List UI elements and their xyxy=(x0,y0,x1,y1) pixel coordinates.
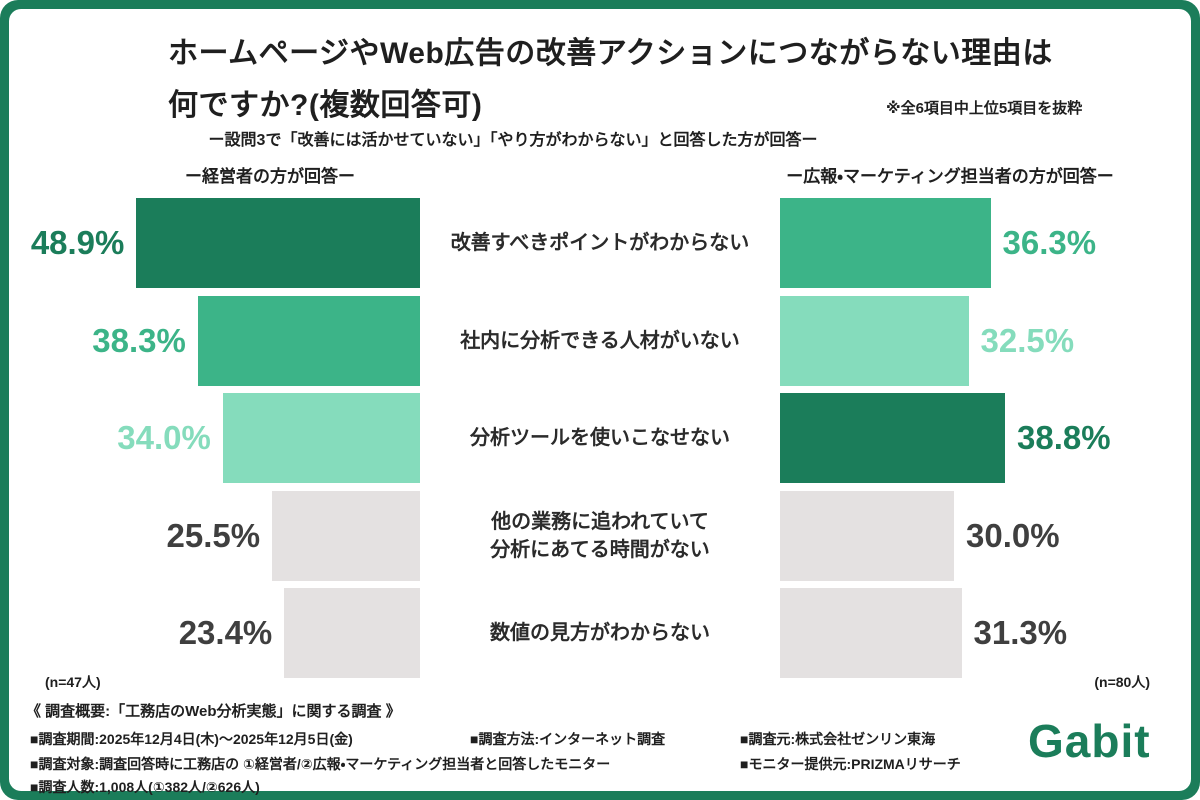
bar-owner-2 xyxy=(222,393,420,483)
category-line: 分析にあてる時間がない xyxy=(490,538,710,561)
category-line: 他の業務に追われていて xyxy=(491,510,709,533)
survey-period: ■調査期間:2025年12月4日(木)〜2025年12月5日(金) xyxy=(30,731,353,747)
pct-marketer-4: 31.3% xyxy=(973,614,1068,651)
marketer-row-3: 30.0% xyxy=(780,490,1200,581)
marketer-row-1: 32.5% xyxy=(780,295,1200,386)
bar-owner-1 xyxy=(197,295,420,386)
pct-owner-0: 48.9% xyxy=(30,224,125,261)
category-label-0: 改善すべきポイントがわからない xyxy=(420,198,780,288)
category-line: 社内に分析できる人材がいない xyxy=(460,329,740,352)
bar-marketer-3 xyxy=(780,490,954,581)
category-label-2: 分析ツールを使いこなせない xyxy=(420,393,780,483)
survey-respondent-count: ■調査人数:1,008人(①382人/②626人) xyxy=(30,779,260,795)
bar-marketer-0 xyxy=(780,198,991,288)
bar-marketer-4 xyxy=(780,588,962,678)
bar-owner-3 xyxy=(272,490,420,581)
owner-row-3: 25.5% xyxy=(0,490,420,581)
survey-method: ■調査方法:インターネット調査 xyxy=(470,731,666,747)
owner-row-0: 48.9% xyxy=(0,198,420,288)
owner-row-4: 23.4% xyxy=(0,588,420,678)
owner-row-2: 34.0% xyxy=(0,393,420,483)
sample-size-owner: (n=47人) xyxy=(45,674,101,690)
marketer-row-2: 38.8% xyxy=(780,393,1200,483)
pct-marketer-1: 32.5% xyxy=(980,321,1075,359)
pct-owner-4: 23.4% xyxy=(178,614,273,651)
bar-marketer-1 xyxy=(780,295,969,386)
marketer-row-0: 36.3% xyxy=(780,198,1200,288)
survey-source: ■調査元:株式会社ゼンリン東海 xyxy=(740,731,936,747)
survey-target: ■調査対象:調査回答時に工務店の ①経営者/②広報・マーケティング担当者と回答し… xyxy=(30,756,611,772)
gabit-logo: Gabit xyxy=(1028,715,1151,767)
title-note: ※全6項目中上位5項目を抜粋 xyxy=(886,100,1083,117)
title-line-1: ホームページやWeb広告の改善アクションにつながらない理由は xyxy=(168,37,1053,70)
group-header-owner: ー経営者の方が回答ー xyxy=(185,167,355,186)
category-line: 改善すべきポイントがわからない xyxy=(450,232,750,254)
pct-marketer-0: 36.3% xyxy=(1002,224,1097,261)
page-title: ホームページやWeb広告の改善アクションにつながらない理由は 何ですか?(複数回… xyxy=(168,28,1068,132)
category-label-4: 数値の見方がわからない xyxy=(420,588,780,678)
pct-marketer-2: 38.8% xyxy=(1017,419,1111,456)
pct-owner-1: 38.3% xyxy=(92,321,186,359)
category-line: 分析ツールを使いこなせない xyxy=(470,427,730,449)
bar-owner-0 xyxy=(136,198,420,288)
survey-monitor-provider: ■モニター提供元:PRIZMAリサーチ xyxy=(740,756,961,772)
title-line-2: 何ですか?(複数回答可) xyxy=(168,89,483,122)
bar-owner-4 xyxy=(284,588,420,678)
category-label-1: 社内に分析できる人材がいない xyxy=(420,296,780,386)
chart-subtitle: ー設問3で「改善には活かせていない」「やり方がわからない」と回答した方が回答ー xyxy=(208,132,818,149)
pct-owner-2: 34.0% xyxy=(117,419,211,456)
bar-marketer-2 xyxy=(780,393,1006,483)
pct-owner-3: 25.5% xyxy=(166,516,261,554)
group-header-marketer: ー広報・マーケティング担当者の方が回答ー xyxy=(786,167,1114,186)
category-line: 数値の見方がわからない xyxy=(490,622,710,644)
owner-row-1: 38.3% xyxy=(0,295,420,386)
survey-overview: 《 調査概要:「工務店のWeb分析実態」に関する調査 》 xyxy=(26,703,401,720)
marketer-row-4: 31.3% xyxy=(780,588,1200,678)
pct-marketer-3: 30.0% xyxy=(966,516,1060,554)
sample-size-marketer: (n=80人) xyxy=(1094,674,1150,690)
category-label-3: 他の業務に追われていて 分析にあてる時間がない xyxy=(420,491,780,581)
